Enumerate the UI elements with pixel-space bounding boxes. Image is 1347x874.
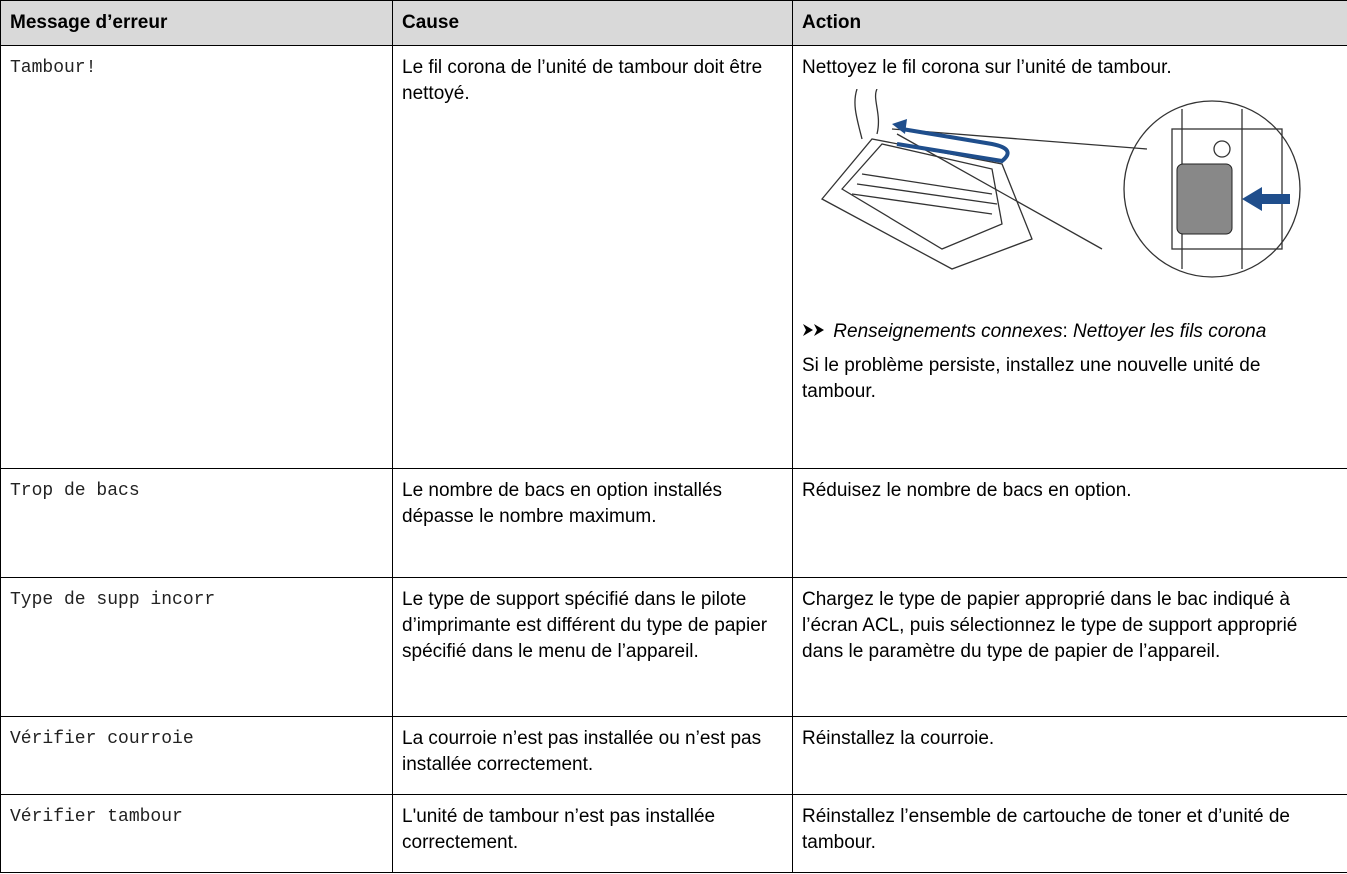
arrow-icon <box>803 324 824 336</box>
cause-cell: Le fil corona de l’unité de tambour doit… <box>392 45 793 469</box>
header-cell: Cause <box>392 0 793 46</box>
action-text: Nettoyez le fil corona sur l’unité de ta… <box>802 57 1172 78</box>
cause-cell: La courroie n’est pas installée ou n’est… <box>392 716 793 795</box>
related-label: Renseignements connexes <box>833 321 1063 342</box>
header-cell: Action <box>792 0 1347 46</box>
related-link[interactable]: Nettoyer les fils corona <box>1073 321 1267 342</box>
row: Type de supp incorr Le type de support s… <box>0 577 1347 717</box>
header-cell: Message d’erreur <box>0 0 393 46</box>
message-cell: Vérifier courroie <box>0 716 393 795</box>
row: Trop de bacs Le nombre de bacs en option… <box>0 468 1347 578</box>
row: Vérifier tambour L'unité de tambour n’es… <box>0 794 1347 873</box>
header-row: Message d’erreur Cause Action <box>0 0 1347 46</box>
action-cell: Nettoyez le fil corona sur l’unité de ta… <box>792 45 1347 469</box>
illustration <box>820 89 1301 278</box>
action-cell: Réinstallez l’ensemble de cartouche de t… <box>792 794 1347 873</box>
message-cell: Tambour! <box>0 45 393 469</box>
separator: : <box>1062 321 1068 342</box>
message-cell: Trop de bacs <box>0 468 393 578</box>
action-cell: Chargez le type de papier approprié dans… <box>792 577 1347 717</box>
related-info: Renseignements connexes: Nettoyer les fi… <box>802 319 1338 345</box>
cause-cell: Le nombre de bacs en option installés dé… <box>392 468 793 578</box>
cause-cell: L'unité de tambour n’est pas installée c… <box>392 794 793 873</box>
action-text: Si le problème persiste, installez une n… <box>802 355 1261 402</box>
cause-cell: Le type de support spécifié dans le pilo… <box>392 577 793 717</box>
action-cell: Réduisez le nombre de bacs en option. <box>792 468 1347 578</box>
message-cell: Type de supp incorr <box>0 577 393 717</box>
row: Vérifier courroie La courroie n’est pas … <box>0 716 1347 795</box>
message-cell: Vérifier tambour <box>0 794 393 873</box>
row: Tambour! Le fil corona de l’unité de tam… <box>0 45 1347 469</box>
action-cell: Réinstallez la courroie. <box>792 716 1347 795</box>
